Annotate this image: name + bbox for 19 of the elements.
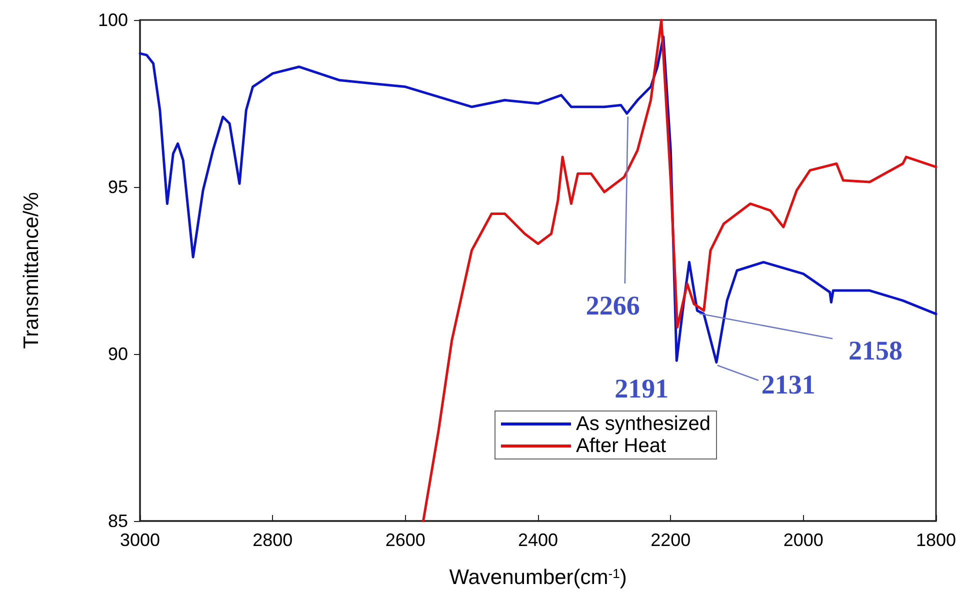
y-tick-label: 95 [108, 177, 128, 197]
x-tick-label: 2800 [252, 530, 293, 550]
legend-label: As synthesized [576, 413, 711, 435]
annotation: 2158 [848, 336, 903, 366]
line-series [422, 18, 938, 522]
annotation: 2191 [614, 374, 669, 404]
x-tick-label: 3000 [120, 530, 160, 550]
y-tick-label: 90 [108, 344, 128, 364]
x-tick-label: 2000 [783, 530, 824, 550]
x-tick-label: 2400 [518, 530, 558, 550]
x-tick-label: 2200 [650, 530, 691, 550]
y-tick-label: 85 [108, 511, 128, 531]
annotation: 2266 [586, 290, 640, 321]
y-axis-title: Transmittance/% [20, 192, 43, 349]
x-tick-label: 2600 [385, 530, 426, 550]
y-tick-label: 100 [98, 10, 128, 30]
legend-label: After Heat [576, 435, 666, 457]
annotation: 2131 [761, 369, 816, 400]
x-tick-label: 1800 [916, 530, 956, 550]
